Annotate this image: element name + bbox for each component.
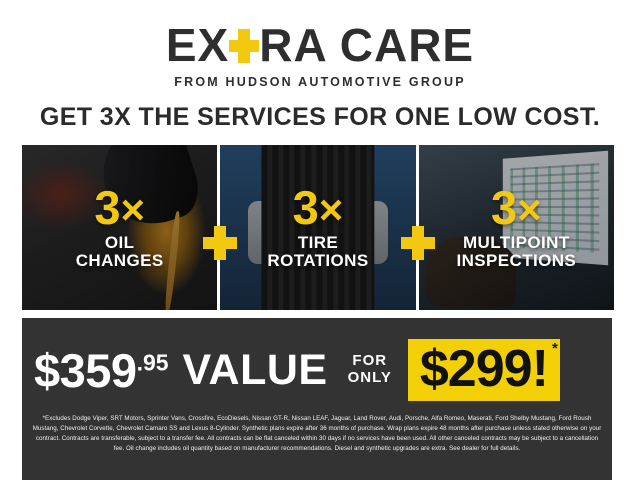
logo-text-part1: EX [165,19,230,71]
service-label-line2: INSPECTIONS [456,251,577,271]
disclaimer-text: *Excludes Dodge Viper, SRT Motors, Sprin… [32,415,602,453]
page-title: GET 3X THE SERVICES FOR ONE LOW COST. [39,103,601,131]
service-label: MULTIPOINT INSPECTIONS [419,234,614,269]
service-multiplier: 3× [22,184,217,234]
photo-overlay [22,145,218,310]
times-icon: × [318,186,344,234]
sale-price: $299! [419,339,549,398]
tire-held-photo [220,145,416,310]
service-label: OIL CHANGES [22,234,217,269]
offer-band: $359.95 VALUE FOR ONLY $299! * *Excludes… [22,318,612,480]
times-icon: × [517,186,542,234]
for-only-label: FOR ONLY [347,352,392,387]
for-only-line1: FOR [352,352,388,370]
brand-tagline: FROM HUDSON AUTOMOTIVE GROUP [174,75,466,89]
logo-wordmark: EX RA CARE [166,22,474,68]
asterisk-marker: * [552,339,558,357]
times-icon: × [120,186,145,234]
diagnostic-laptop-photo [418,145,614,310]
oil-pouring-photo [22,145,218,310]
value-cents: .95 [136,348,169,375]
services-panel-group: 3× OIL CHANGES 3× TIRE ROTATIONS [22,145,614,310]
sale-price-box: $299! * [407,338,560,402]
service-panel-tire-rotations: 3× TIRE ROTATIONS [220,145,416,310]
service-label-line1: OIL [104,233,135,253]
multiplier-number: 3 [94,181,121,235]
service-label-line2: ROTATIONS [267,251,369,271]
value-word: VALUE [182,345,328,394]
for-only-line2: ONLY [347,369,392,386]
plus-icon [229,27,260,65]
service-label-line1: TIRE [297,233,339,253]
multiplier-number: 3 [490,181,518,235]
value-amount: $359 [34,343,137,397]
plus-separator-icon-1 [203,226,237,260]
multiplier-number: 3 [292,181,319,235]
service-multiplier: 3× [419,184,614,234]
service-multiplier: 3× [220,184,415,234]
service-label-line2: CHANGES [75,251,164,271]
photo-overlay [418,145,614,310]
service-panel-multipoint-inspections: 3× MULTIPOINT INSPECTIONS [418,145,614,310]
photo-overlay [220,145,416,310]
brand-logo: EX RA CARE FROM HUDSON AUTOMOTIVE GROUP [0,22,640,89]
value-price: $359.95 [34,347,169,394]
service-panel-oil-changes: 3× OIL CHANGES [22,145,218,310]
logo-text-part2: RA CARE [259,19,475,71]
plus-separator-icon-2 [401,226,435,260]
offer-price-row: $359.95 VALUE FOR ONLY $299! * [22,332,612,408]
service-label: TIRE ROTATIONS [220,234,415,269]
service-label-line1: MULTIPOINT [463,233,570,253]
